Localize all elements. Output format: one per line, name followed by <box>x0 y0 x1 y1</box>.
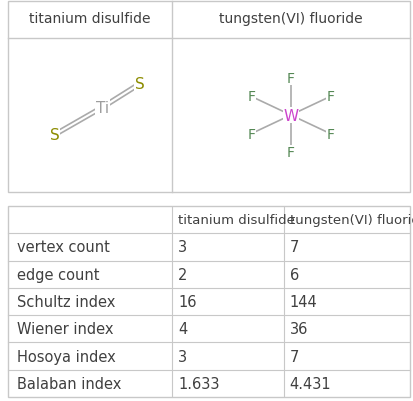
Text: Ti: Ti <box>96 101 109 115</box>
Text: vertex count: vertex count <box>17 240 109 255</box>
Text: 7: 7 <box>289 240 299 255</box>
Text: 3: 3 <box>178 240 187 255</box>
Text: tungsten(VI) fluoride: tungsten(VI) fluoride <box>289 214 413 227</box>
Text: tungsten(VI) fluoride: tungsten(VI) fluoride <box>218 12 362 26</box>
Text: S: S <box>135 77 144 92</box>
Text: titanium disulfide: titanium disulfide <box>29 12 150 26</box>
Text: Schultz index: Schultz index <box>17 294 115 309</box>
Text: 2: 2 <box>178 267 187 282</box>
Text: F: F <box>325 127 333 141</box>
Text: 16: 16 <box>178 294 196 309</box>
Text: titanium disulfide: titanium disulfide <box>178 214 294 227</box>
Text: 36: 36 <box>289 322 307 336</box>
Text: 7: 7 <box>289 349 299 364</box>
Text: Balaban index: Balaban index <box>17 376 121 391</box>
Text: F: F <box>247 127 255 141</box>
Text: F: F <box>325 90 333 104</box>
Text: F: F <box>286 72 294 86</box>
Text: 144: 144 <box>289 294 317 309</box>
Text: 6: 6 <box>289 267 298 282</box>
Text: W: W <box>282 108 298 123</box>
Text: F: F <box>286 146 294 160</box>
Text: 4: 4 <box>178 322 187 336</box>
Text: 3: 3 <box>178 349 187 364</box>
Text: F: F <box>247 90 255 104</box>
Text: 4.431: 4.431 <box>289 376 331 391</box>
Text: edge count: edge count <box>17 267 99 282</box>
Text: Hosoya index: Hosoya index <box>17 349 115 364</box>
Text: S: S <box>50 128 59 143</box>
Text: Wiener index: Wiener index <box>17 322 113 336</box>
Text: 1.633: 1.633 <box>178 376 219 391</box>
